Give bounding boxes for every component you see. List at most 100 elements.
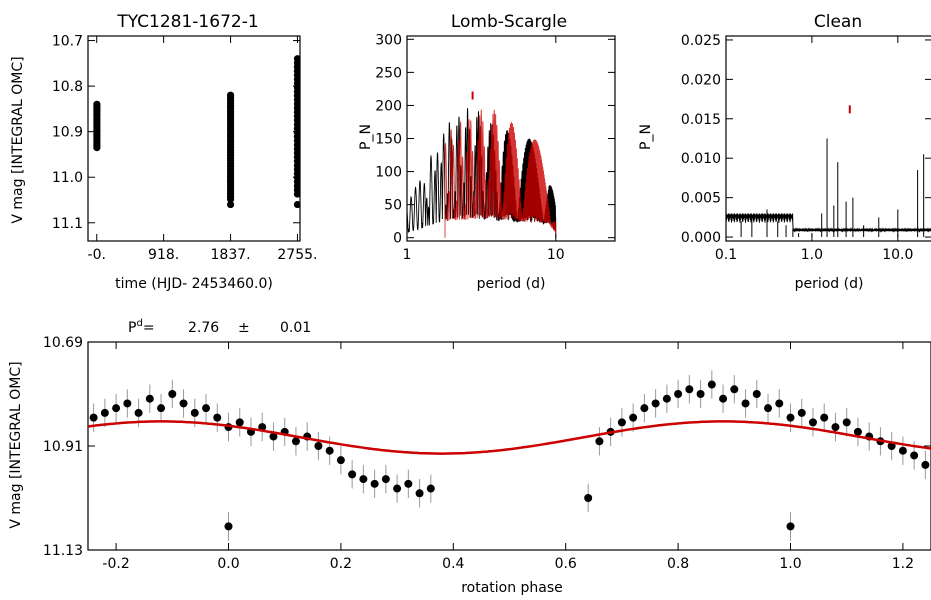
phase-point	[269, 432, 278, 441]
panel-2-ytick-label: 100	[375, 165, 402, 181]
period-label: Pd=	[128, 318, 155, 336]
panel-2-lines	[407, 108, 557, 238]
panel-3-plot: 0.1 1.0 10.0 0.000 0.005 0.010 0.015 0.020 0.025	[681, 33, 931, 263]
panel-3-lines	[726, 138, 931, 238]
phase-point	[808, 418, 817, 427]
panel-3-xlabel: period (d)	[795, 276, 864, 292]
panel-3-ytick-label: 0.000	[681, 230, 721, 246]
lightcurve-point	[293, 200, 300, 209]
panel-4-xtick-label: 0.6	[555, 556, 577, 572]
panel-4-points	[88, 370, 931, 541]
panel-1-ytick-label: 10.9	[52, 125, 83, 141]
period-error: 0.01	[280, 320, 311, 336]
panel-4-frame	[87, 341, 931, 551]
phase-point	[741, 399, 750, 408]
panel-4-ylabel: V mag [INTEGRAL OMC]	[8, 361, 24, 528]
panel-2-ylabel: P_N	[358, 124, 374, 150]
panel-2-title: Lomb-Scargle	[451, 12, 567, 32]
phase-point	[291, 437, 300, 446]
periodogram-window-line	[444, 109, 557, 238]
panel-3-ytick-label: 0.015	[681, 112, 721, 128]
phase-point	[235, 418, 244, 427]
phase-point	[168, 390, 177, 398]
phase-point	[393, 484, 402, 493]
phase-point	[752, 390, 761, 398]
sinusoid-fit	[88, 420, 931, 455]
phase-point	[123, 399, 132, 408]
phase-point	[134, 408, 143, 417]
phase-point	[910, 451, 919, 460]
phase-point	[617, 418, 626, 427]
period-value: 2.76	[188, 320, 219, 336]
phase-point	[786, 413, 795, 422]
phase-point	[730, 385, 739, 394]
panel-2-ytick-label: 300	[375, 32, 402, 48]
phase-point	[662, 394, 671, 403]
phase-point	[898, 446, 907, 455]
panel-2-ytick-label: 150	[375, 132, 402, 148]
panel-3-title: Clean	[814, 12, 862, 32]
phase-point	[820, 413, 829, 422]
phase-point	[651, 399, 660, 408]
phase-point	[224, 522, 233, 531]
panel-3-ytick-label: 0.020	[681, 72, 721, 88]
phase-point	[112, 404, 121, 413]
panel-1-ytick-label: 10.8	[52, 79, 83, 95]
phase-point	[145, 394, 154, 403]
panel-1-ytick-label: 11.1	[52, 216, 83, 232]
panel-3-ylabel: P_N	[638, 124, 654, 150]
panel-1-xtick-label: 918.	[148, 247, 179, 263]
lightcurve-point	[293, 190, 300, 198]
phase-point	[381, 475, 390, 484]
panel-1-title: TYC1281-1672-1	[116, 12, 258, 32]
panel-3-ytick-label: 0.025	[681, 33, 721, 49]
phase-point	[213, 413, 222, 422]
lightcurve-point	[93, 144, 101, 152]
panel-1-xlabel: time (HJD- 2453460.0)	[115, 276, 273, 292]
panel-3-xtick-label: 1.0	[801, 247, 823, 263]
panel-3-xtick-label: 0.1	[715, 247, 737, 263]
phase-point	[336, 456, 345, 465]
lightcurve-point	[226, 195, 235, 203]
phase-point	[348, 470, 357, 479]
phase-point	[157, 404, 166, 413]
panel-3-frame	[725, 35, 931, 242]
phase-point	[359, 475, 368, 484]
plusminus-sign: ±	[238, 320, 250, 336]
phase-point	[842, 418, 851, 427]
panel-1-xtick-label: 1837.	[211, 247, 251, 263]
phase-point	[325, 446, 334, 455]
clean-baseline	[726, 213, 931, 233]
panel-4-xlabel: rotation phase	[461, 580, 563, 596]
period-header: Pd= 2.76 ± 0.01	[128, 318, 311, 336]
phase-point	[696, 390, 705, 398]
panel-4-xtick-label: 1.0	[779, 556, 801, 572]
panel-1-ytick-label: 10.7	[52, 34, 83, 50]
phase-point	[595, 437, 604, 446]
panel-1-xtick-label: 2755.	[277, 247, 317, 263]
panel-4-xtick-label: 0.0	[217, 556, 239, 572]
phase-point	[629, 413, 638, 422]
phase-point	[426, 484, 435, 493]
phase-point	[921, 460, 930, 469]
phase-point	[179, 399, 188, 408]
panel-2-xtick-label: 1	[403, 247, 412, 263]
panel-4-plot: -0.2 0.0 0.2 0.4 0.6 0.8 1.0 1.2 10.69 10.91 11.13	[43, 335, 931, 572]
panel-3-ytick-label: 0.005	[681, 191, 721, 207]
panel-2-ytick-label: 250	[375, 65, 402, 81]
panel-3-ytick-label: 0.010	[681, 151, 721, 167]
phase-point	[707, 380, 716, 389]
panel-4-ytick-label: 10.91	[43, 439, 83, 455]
phase-point	[831, 423, 840, 432]
phase-point	[370, 479, 379, 488]
phase-point	[719, 394, 728, 403]
panel-1-frame	[87, 35, 301, 242]
phase-point	[202, 404, 211, 413]
panel-4-xtick-label: 0.8	[667, 556, 689, 572]
panel-1-xtick-label: -0.	[88, 247, 106, 263]
panel-2-xtick-label: 10	[547, 247, 565, 263]
panel-1-ylabel: V mag [INTEGRAL OMC]	[10, 56, 26, 223]
phase-point	[100, 408, 109, 417]
